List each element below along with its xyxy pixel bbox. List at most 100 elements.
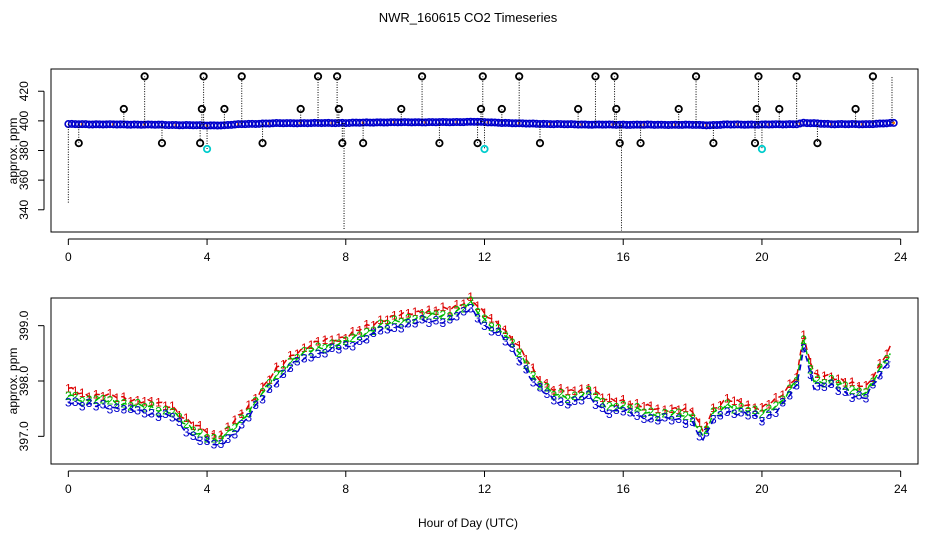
series-1-marker: 1 bbox=[252, 392, 259, 406]
series-3-marker: 3 bbox=[856, 389, 863, 403]
series-3-marker: 3 bbox=[107, 402, 114, 416]
series-2-marker: 2 bbox=[606, 399, 613, 413]
series-2-marker: 2 bbox=[197, 426, 204, 440]
x-axis-title: Hour of Day (UTC) bbox=[418, 516, 518, 530]
top-spike-point bbox=[752, 104, 761, 114]
series-2-marker: 2 bbox=[349, 331, 356, 345]
series-1-marker: 1 bbox=[703, 419, 710, 433]
series-3-marker: 3 bbox=[627, 405, 634, 419]
series-1-marker: 1 bbox=[218, 428, 225, 442]
series-3-marker: 3 bbox=[225, 432, 232, 446]
series-1-marker: 1 bbox=[211, 427, 218, 441]
series-2-marker: 2 bbox=[592, 390, 599, 404]
series-3-marker: 3 bbox=[523, 363, 530, 377]
series-2-marker: 2 bbox=[530, 369, 537, 383]
series-1-marker: 1 bbox=[440, 300, 447, 314]
series-2-marker: 2 bbox=[141, 401, 148, 415]
top-spike-point bbox=[515, 72, 524, 81]
series-1-marker: 1 bbox=[592, 384, 599, 398]
series-2-marker: 2 bbox=[557, 387, 564, 401]
series-1-marker: 1 bbox=[599, 391, 606, 405]
bottom-y-axis-title: approx. ppm bbox=[6, 348, 20, 415]
series-1-marker: 1 bbox=[772, 391, 779, 405]
series-3-marker: 3 bbox=[72, 395, 79, 409]
series-2-marker: 2 bbox=[564, 392, 571, 406]
series-1-marker: 1 bbox=[724, 391, 731, 405]
series-1-marker: 1 bbox=[474, 299, 481, 313]
series-3-marker: 3 bbox=[828, 377, 835, 391]
series-3-marker: 3 bbox=[724, 405, 731, 419]
series-1-marker: 1 bbox=[384, 313, 391, 327]
series-3-marker: 3 bbox=[287, 361, 294, 375]
series-3-marker: 3 bbox=[842, 385, 849, 399]
series-3-marker: 3 bbox=[315, 347, 322, 361]
series-1-marker: 1 bbox=[322, 333, 329, 347]
series-1-marker: 1 bbox=[141, 395, 148, 409]
series-1-marker: 1 bbox=[578, 382, 585, 396]
series-2-marker: 2 bbox=[835, 378, 842, 392]
series-3-marker: 3 bbox=[211, 438, 218, 452]
series-3-marker: 3 bbox=[488, 325, 495, 339]
series-2-marker: 2 bbox=[301, 344, 308, 358]
series-1-marker: 1 bbox=[786, 377, 793, 391]
series-3-marker: 3 bbox=[280, 367, 287, 381]
series-1-marker: 1 bbox=[238, 407, 245, 421]
series-1-marker: 1 bbox=[530, 361, 537, 375]
series-2-marker: 2 bbox=[793, 374, 800, 388]
series-1-marker: 1 bbox=[148, 394, 155, 408]
top-x-tick-label: 16 bbox=[617, 250, 631, 264]
series-1-marker: 1 bbox=[537, 374, 544, 388]
series-3-marker: 3 bbox=[370, 326, 377, 340]
series-2-marker: 2 bbox=[814, 373, 821, 387]
series-1-marker: 1 bbox=[509, 333, 516, 347]
top-x-tick-label: 20 bbox=[755, 250, 769, 264]
series-1-marker: 1 bbox=[488, 312, 495, 326]
series-3-marker: 3 bbox=[835, 384, 842, 398]
series-3-marker: 3 bbox=[363, 332, 370, 346]
series-2-marker: 2 bbox=[370, 324, 377, 338]
top-spike-point bbox=[338, 138, 347, 148]
series-3-marker: 3 bbox=[218, 437, 225, 451]
series-3-marker: 3 bbox=[717, 409, 724, 423]
series-1-marker: 1 bbox=[779, 388, 786, 402]
series-3-marker: 3 bbox=[127, 402, 134, 416]
series-2-marker: 2 bbox=[169, 405, 176, 419]
series-1-marker: 1 bbox=[245, 398, 252, 412]
series-2-marker: 2 bbox=[613, 401, 620, 415]
top-spike-point bbox=[709, 138, 718, 148]
series-2-marker: 2 bbox=[273, 368, 280, 382]
series-2-marker: 2 bbox=[65, 389, 72, 403]
top-spike-point bbox=[792, 72, 801, 81]
series-3-marker: 3 bbox=[155, 410, 162, 424]
series-2-marker: 2 bbox=[585, 384, 592, 398]
series-2-marker: 2 bbox=[516, 346, 523, 360]
series-3-marker: 3 bbox=[731, 407, 738, 421]
series-1-marker: 1 bbox=[100, 389, 107, 403]
series-1-marker: 1 bbox=[259, 380, 266, 394]
top-spike-point bbox=[196, 138, 205, 148]
top-spike-point bbox=[750, 138, 760, 148]
series-1-marker: 1 bbox=[273, 360, 280, 374]
top-spike-point bbox=[237, 72, 246, 81]
series-2-marker: 2 bbox=[467, 294, 474, 308]
series-2-marker: 2 bbox=[883, 352, 890, 366]
series-2-marker: 2 bbox=[412, 312, 419, 326]
series-1-marker: 1 bbox=[828, 370, 835, 384]
series-3-marker: 3 bbox=[759, 415, 766, 429]
series-2-marker: 2 bbox=[620, 398, 627, 412]
series-1-marker: 1 bbox=[294, 347, 301, 361]
series-2-marker: 2 bbox=[183, 417, 190, 431]
top-data-layer bbox=[64, 72, 898, 231]
series-1-marker: 1 bbox=[696, 416, 703, 430]
series-2-marker: 2 bbox=[766, 402, 773, 416]
series-3-marker: 3 bbox=[377, 323, 384, 337]
series-1-marker: 1 bbox=[363, 318, 370, 332]
top-spike-point bbox=[417, 72, 427, 81]
series-2-marker: 2 bbox=[405, 312, 412, 326]
top-spike-point bbox=[397, 104, 406, 114]
top-spike-point bbox=[612, 104, 621, 114]
series-1-marker: 1 bbox=[120, 390, 127, 404]
series-2-marker: 2 bbox=[661, 406, 668, 420]
series-3-marker: 3 bbox=[114, 401, 121, 415]
series-1-marker: 1 bbox=[329, 333, 336, 347]
